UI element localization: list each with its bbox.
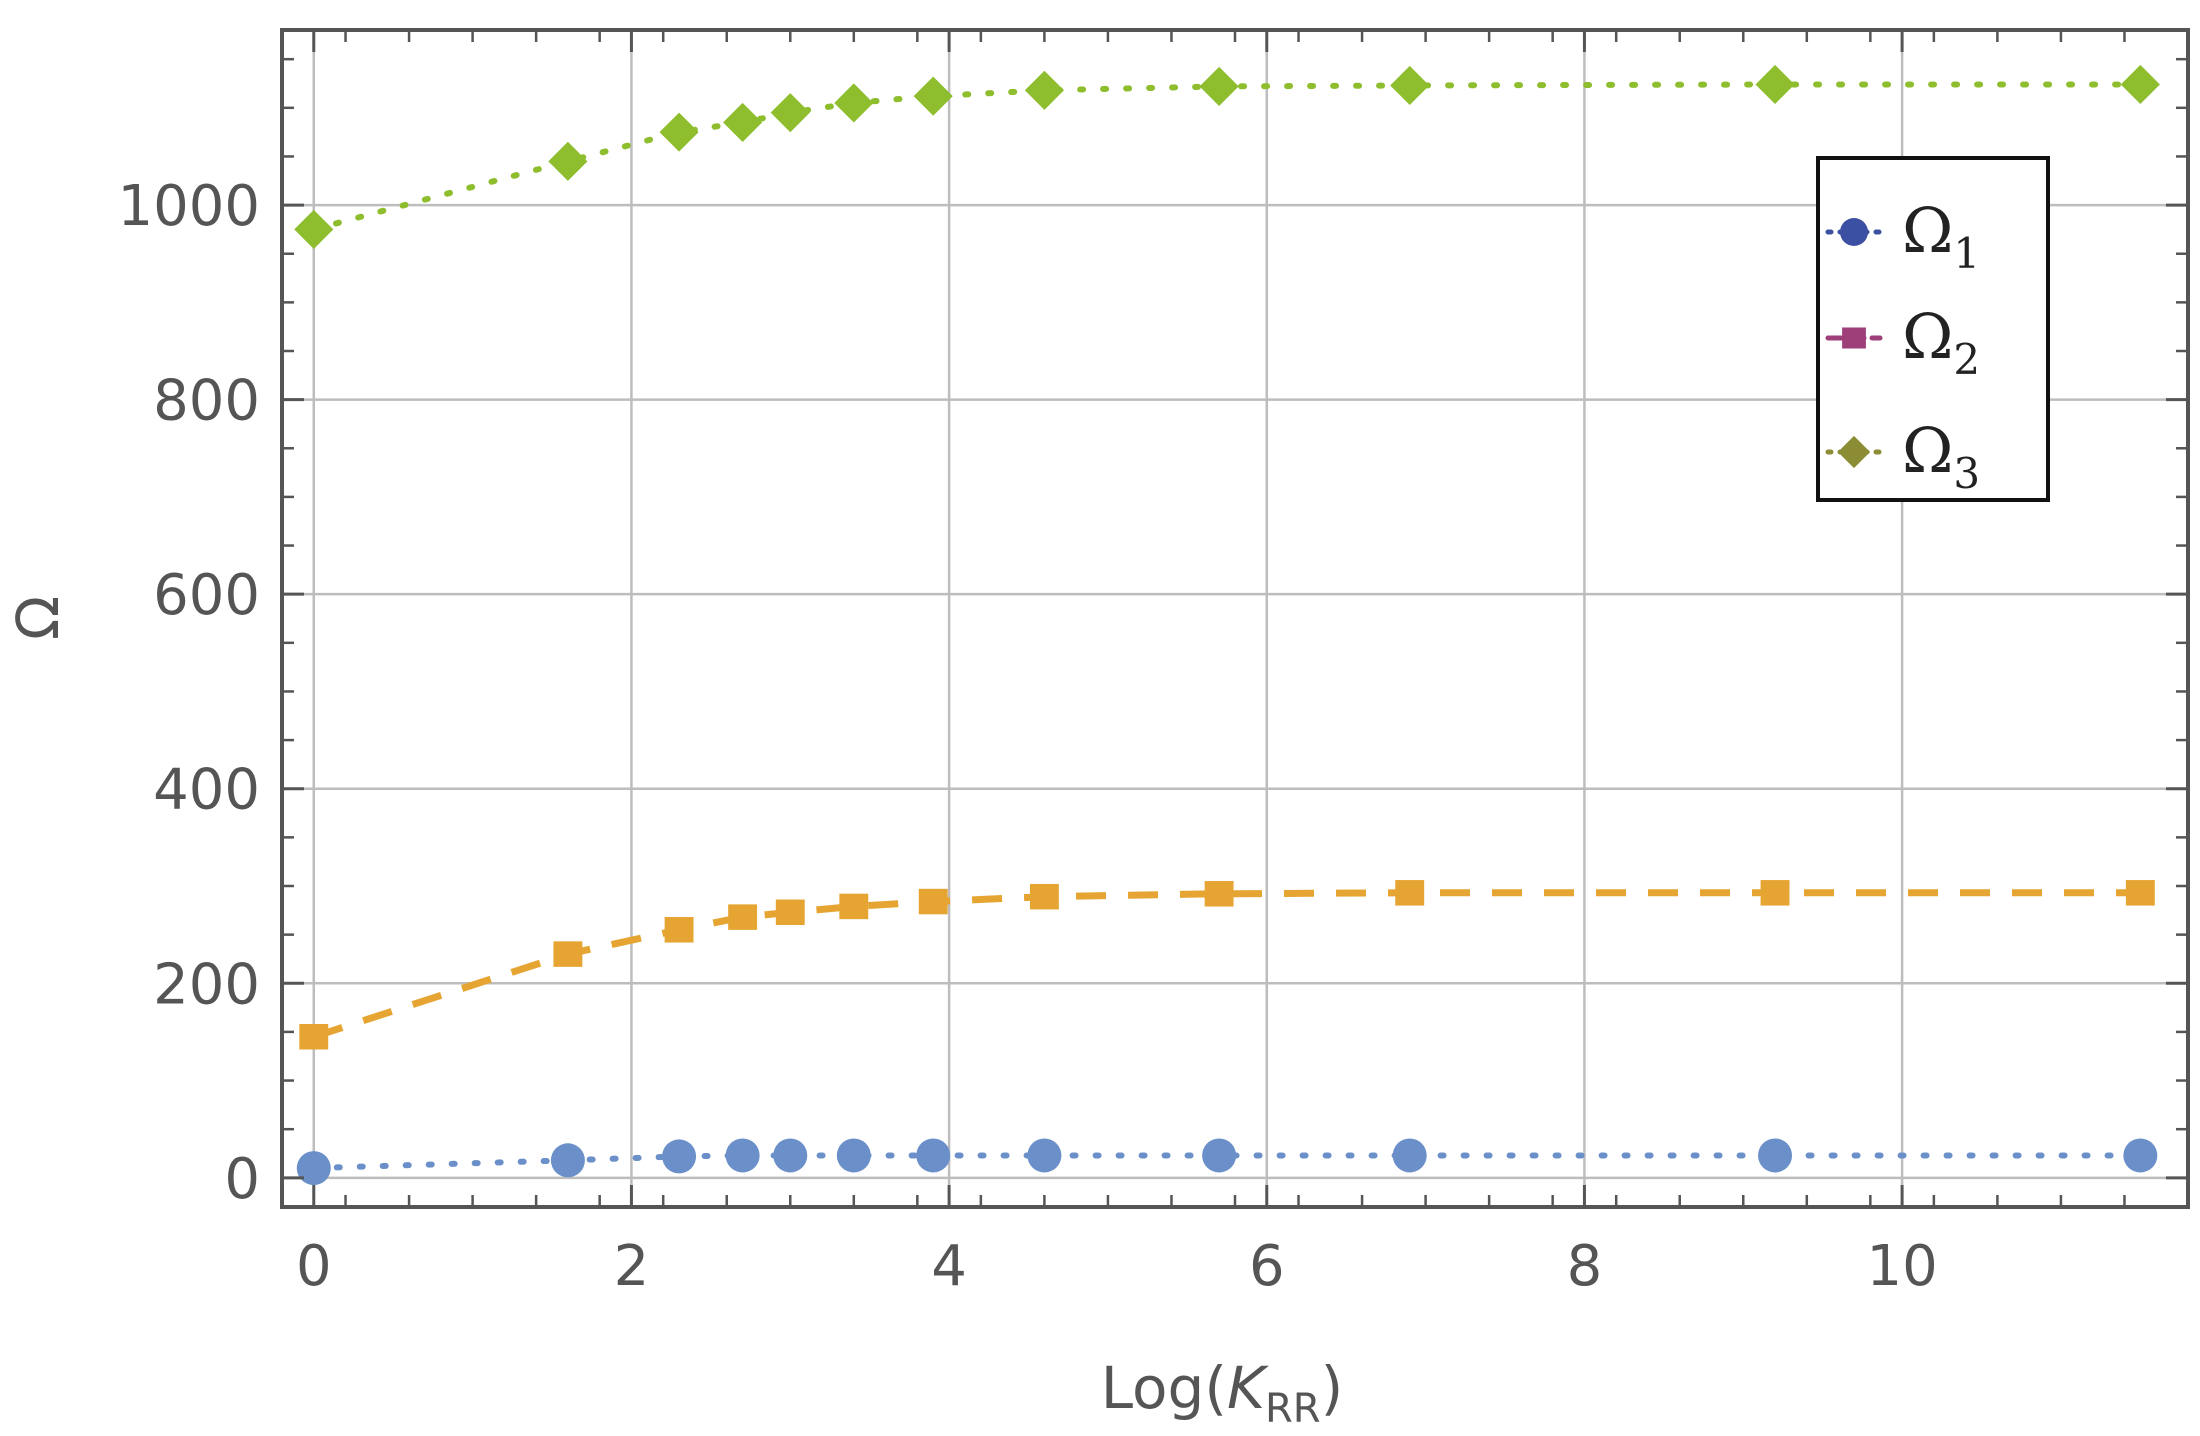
series-2-point <box>1204 881 1234 907</box>
series-2-point <box>1395 880 1425 906</box>
x-tick-label: 2 <box>614 1234 650 1299</box>
series-1-point <box>836 1138 871 1173</box>
series-1-point <box>296 1151 331 1186</box>
series-1-point <box>2123 1138 2158 1173</box>
series-3-point <box>770 93 810 133</box>
series-3-point <box>1024 70 1064 110</box>
series-1-point <box>550 1143 585 1178</box>
series-3-point <box>659 112 699 152</box>
series-2-point <box>1760 880 1790 906</box>
x-tick-label: 0 <box>296 1234 332 1299</box>
y-tick-label: 400 <box>153 758 260 823</box>
y-tick-label: 200 <box>153 952 260 1017</box>
series-2-point <box>918 888 948 915</box>
series-2-point <box>299 1024 329 1050</box>
series-1-point <box>1027 1138 1062 1173</box>
series-2-point <box>664 917 694 943</box>
series-1-point <box>725 1138 760 1173</box>
x-tick-label: 10 <box>1866 1234 1937 1299</box>
series-1-point <box>1202 1138 1237 1173</box>
y-tick-label: 1000 <box>117 174 260 239</box>
series-3-point <box>1199 66 1239 106</box>
series-2-point <box>553 941 583 967</box>
legend-label-2: Ω2 <box>1902 300 1980 384</box>
series-lines <box>310 81 2144 1172</box>
legend-marker-3 <box>1837 435 1871 469</box>
series-markers <box>294 64 2160 1186</box>
series-3-line <box>310 81 2144 233</box>
series-1-point <box>1758 1138 1793 1173</box>
series-2-line <box>312 889 2141 1041</box>
legend-label-3: Ω3 <box>1902 414 1980 498</box>
series-2-point <box>728 904 758 930</box>
series-2-point <box>839 893 869 920</box>
tick-labels: 0 2 4 6 8 10 0 200 400 600 800 1000 <box>117 174 1937 1299</box>
x-tick-label: 8 <box>1567 1234 1603 1299</box>
series-3-point <box>548 141 588 181</box>
axis-ticks <box>280 30 2190 1207</box>
series-2-point <box>1029 883 1059 910</box>
y-axis-label: Ω <box>4 596 72 640</box>
series-3-point <box>723 102 763 142</box>
series-1-point <box>662 1139 697 1174</box>
series-1-point <box>1392 1138 1427 1173</box>
legend: Ω1 Ω2 Ω3 <box>1816 156 2050 502</box>
y-tick-label: 0 <box>224 1147 260 1212</box>
series-1-line <box>310 1152 2144 1172</box>
x-tick-label: 4 <box>931 1234 967 1299</box>
legend-marker-2 <box>1842 327 1866 349</box>
series-3-point <box>913 76 953 116</box>
y-tick-label: 800 <box>153 369 260 434</box>
legend-label-1: Ω1 <box>1902 194 1980 278</box>
series-3-point <box>294 209 334 249</box>
x-axis-label: Log(KRR) <box>1101 1354 1344 1432</box>
series-3-point <box>1755 64 1795 105</box>
series-3-point <box>2120 64 2160 105</box>
series-3-point <box>1390 65 1430 105</box>
series-2-point <box>2125 880 2155 906</box>
y-tick-label: 600 <box>153 563 260 628</box>
series-1-point <box>773 1138 808 1173</box>
x-tick-label: 6 <box>1249 1234 1285 1299</box>
series-3-point <box>834 83 874 123</box>
legend-marker-1 <box>1840 218 1868 246</box>
series-2-point <box>775 899 805 926</box>
series-1-point <box>916 1138 951 1173</box>
